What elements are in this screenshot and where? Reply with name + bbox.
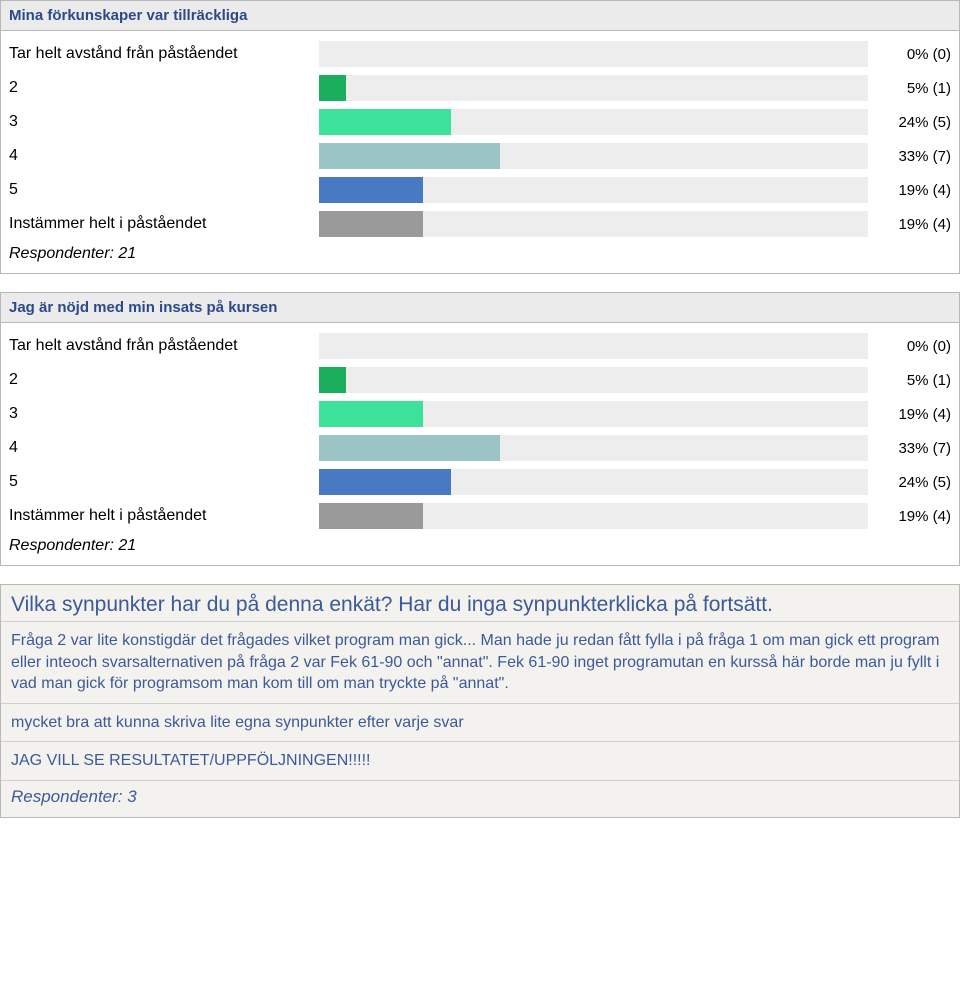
chart-bar-fill — [319, 503, 423, 529]
comment-item: JAG VILL SE RESULTATET/UPPFÖLJNINGEN!!!!… — [1, 742, 959, 781]
chart-bar-track — [319, 469, 868, 495]
comments-panel: Vilka synpunkter har du på denna enkät? … — [0, 584, 960, 818]
chart-bar-track — [319, 401, 868, 427]
chart-row-value: 0% (0) — [876, 338, 951, 355]
chart-bar-track — [319, 143, 868, 169]
chart-row: Instämmer helt i påståendet 19% (4) — [9, 499, 951, 533]
chart-row: 5 19% (4) — [9, 173, 951, 207]
chart-body: Tar helt avstånd från påståendet 0% (0) 2 5… — [1, 323, 959, 565]
chart-bar-track — [319, 333, 868, 359]
chart-row-label: 2 — [9, 371, 319, 389]
chart-bar-fill — [319, 469, 451, 495]
chart-bar-track — [319, 435, 868, 461]
respondents-count: Respondenter: 21 — [9, 537, 951, 555]
chart-row-value: 5% (1) — [876, 80, 951, 97]
chart-row-value: 24% (5) — [876, 474, 951, 491]
comment-item: Fråga 2 var lite konstigdär det frågades… — [1, 622, 959, 704]
comment-item: mycket bra att kunna skriva lite egna sy… — [1, 704, 959, 743]
chart-bar-fill — [319, 367, 346, 393]
chart-row-label: Tar helt avstånd från påståendet — [9, 45, 319, 63]
chart-row: 3 24% (5) — [9, 105, 951, 139]
chart-row-label: 3 — [9, 405, 319, 423]
chart-bar-fill — [319, 75, 346, 101]
chart-row-value: 5% (1) — [876, 372, 951, 389]
chart-row-value: 19% (4) — [876, 216, 951, 233]
chart-row-label: 3 — [9, 113, 319, 131]
chart-bar-track — [319, 41, 868, 67]
chart-row: 5 24% (5) — [9, 465, 951, 499]
chart-row-value: 19% (4) — [876, 182, 951, 199]
chart-row: 2 5% (1) — [9, 363, 951, 397]
chart-row: 3 19% (4) — [9, 397, 951, 431]
chart-bar-fill — [319, 109, 451, 135]
chart-row-label: Instämmer helt i påståendet — [9, 215, 319, 233]
chart-bar-track — [319, 211, 868, 237]
survey-chart-panel: Mina förkunskaper var tillräckliga Tar he… — [0, 0, 960, 274]
chart-row-value: 33% (7) — [876, 148, 951, 165]
chart-title: Mina förkunskaper var tillräckliga — [1, 1, 959, 31]
chart-row-label: Instämmer helt i påståendet — [9, 507, 319, 525]
chart-bar-track — [319, 109, 868, 135]
chart-body: Tar helt avstånd från påståendet 0% (0) 2 5… — [1, 31, 959, 273]
chart-row: 2 5% (1) — [9, 71, 951, 105]
chart-row-value: 19% (4) — [876, 406, 951, 423]
chart-bar-fill — [319, 177, 423, 203]
chart-row: 4 33% (7) — [9, 139, 951, 173]
survey-chart-panel: Jag är nöjd med min insats på kursen Tar … — [0, 292, 960, 566]
chart-bar-track — [319, 75, 868, 101]
chart-row-label: Tar helt avstånd från påståendet — [9, 337, 319, 355]
comments-title: Vilka synpunkter har du på denna enkät? … — [1, 585, 959, 622]
chart-row: Instämmer helt i påståendet 19% (4) — [9, 207, 951, 241]
chart-bar-track — [319, 503, 868, 529]
comments-respondents-count: Respondenter: 3 — [1, 781, 959, 817]
chart-row-value: 0% (0) — [876, 46, 951, 63]
respondents-count: Respondenter: 21 — [9, 245, 951, 263]
chart-row: 4 33% (7) — [9, 431, 951, 465]
chart-bar-fill — [319, 211, 423, 237]
chart-row-label: 5 — [9, 473, 319, 491]
chart-row-value: 24% (5) — [876, 114, 951, 131]
chart-bar-track — [319, 177, 868, 203]
chart-bar-track — [319, 367, 868, 393]
chart-title: Jag är nöjd med min insats på kursen — [1, 293, 959, 323]
chart-row-label: 5 — [9, 181, 319, 199]
chart-row-label: 4 — [9, 147, 319, 165]
chart-row: Tar helt avstånd från påståendet 0% (0) — [9, 37, 951, 71]
chart-row-value: 33% (7) — [876, 440, 951, 457]
chart-row: Tar helt avstånd från påståendet 0% (0) — [9, 329, 951, 363]
chart-row-label: 2 — [9, 79, 319, 97]
chart-bar-fill — [319, 435, 500, 461]
chart-row-label: 4 — [9, 439, 319, 457]
chart-row-value: 19% (4) — [876, 508, 951, 525]
chart-bar-fill — [319, 143, 500, 169]
chart-bar-fill — [319, 401, 423, 427]
